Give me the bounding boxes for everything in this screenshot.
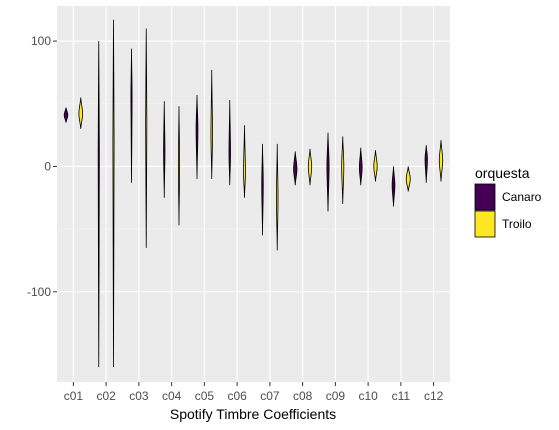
violin-troilo-c04	[177, 106, 181, 226]
violin-canaro-c02	[97, 41, 100, 367]
x-tick-label: c05	[195, 389, 215, 403]
legend-label-troilo: Troilo	[502, 217, 532, 231]
x-tick-label: c02	[96, 389, 116, 403]
violin-troilo-c08	[307, 148, 313, 186]
x-tick-label: c07	[260, 389, 280, 403]
violin-troilo-c01	[78, 97, 84, 129]
x-tick-label: c04	[162, 389, 182, 403]
violin-canaro-c09	[326, 132, 330, 212]
y-axis: -100 0 100	[27, 34, 57, 299]
violin-troilo-c10	[373, 150, 378, 182]
x-axis-title: Spotify Timbre Coefficients	[170, 406, 336, 422]
legend: orquesta Canaro Troilo	[474, 165, 542, 238]
violin-troilo-c07	[276, 143, 279, 251]
violin-troilo-c02	[112, 19, 115, 367]
x-tick-label: c12	[424, 389, 444, 403]
violin-canaro-c11	[391, 166, 396, 207]
violin-canaro-c05	[195, 94, 199, 179]
violin-canaro-c04	[163, 101, 166, 198]
legend-title: orquesta	[475, 165, 530, 181]
grid	[57, 6, 450, 382]
violin-canaro-c07	[261, 143, 264, 236]
x-axis: c01 c02 c03 c04 c05 c06 c07 c08 c09 c10 c11 c12	[64, 382, 444, 403]
x-tick-label: c06	[227, 389, 247, 403]
y-tick-label: 0	[44, 159, 51, 173]
violin-canaro-c08	[293, 151, 298, 186]
y-tick-label: 100	[31, 34, 51, 48]
violin-canaro-c10	[358, 147, 363, 186]
y-tick-label: -100	[27, 285, 51, 299]
violin-canaro-c06	[228, 99, 231, 186]
legend-key-canaro	[474, 183, 496, 211]
x-tick-label: c01	[64, 389, 84, 403]
violin-troilo-c03	[145, 28, 148, 248]
violin-troilo-c12	[438, 140, 444, 182]
violin-canaro-c01	[63, 107, 69, 123]
x-tick-label: c08	[293, 389, 313, 403]
violin-troilo-c05	[210, 69, 213, 179]
panel-background	[57, 6, 450, 382]
x-tick-label: c03	[129, 389, 149, 403]
violin-canaro-c03	[130, 48, 133, 183]
violin-troilo-c06	[243, 125, 246, 198]
violin-troilo-c09	[341, 136, 345, 205]
violin-canaro-c12	[424, 145, 428, 183]
legend-key-troilo	[474, 210, 496, 238]
x-tick-label: c11	[392, 389, 411, 403]
violin-troilo-c11	[405, 166, 411, 192]
x-tick-label: c10	[358, 389, 378, 403]
x-tick-label: c09	[326, 389, 346, 403]
violins	[63, 19, 444, 367]
legend-label-canaro: Canaro	[502, 190, 542, 204]
